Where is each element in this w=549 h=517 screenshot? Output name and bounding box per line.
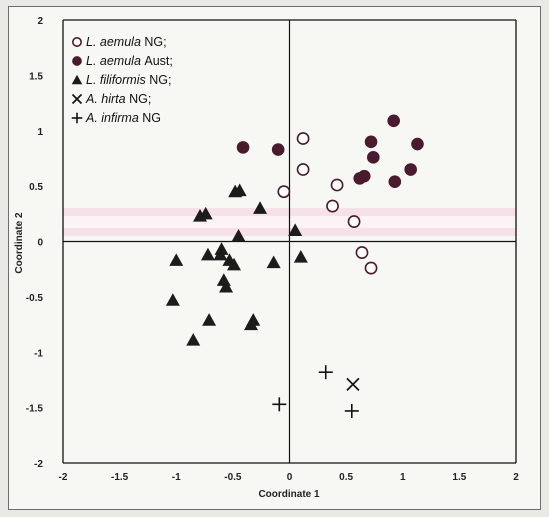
data-point-filled-circle: [236, 141, 250, 154]
data-point-filled-triangle: [266, 255, 281, 269]
data-point-open-circle: [347, 215, 361, 228]
data-point-open-circle: [326, 199, 339, 213]
y-tick-label: 1.5: [29, 71, 43, 82]
tick-labels: -2 -1.5 -1 -0.5 0 0.5 1 1.5 2 2 1.5 1 0.5 0 -0.5 -1 -1.5…: [26, 16, 519, 483]
legend-entry: A. infirma NG: [85, 111, 161, 125]
y-tick-label: -2: [34, 459, 43, 470]
data-point-open-circle: [296, 132, 310, 145]
y-tick-label: -1: [34, 348, 43, 359]
data-point-filled-triangle: [198, 206, 213, 220]
data-point-plus: [272, 397, 287, 412]
data-point-open-circle: [355, 246, 369, 259]
data-point-filled-triangle: [219, 279, 234, 293]
axes: [62, 19, 517, 464]
data-point-filled-triangle: [202, 313, 217, 326]
data-point-filled-circle: [367, 151, 380, 164]
y-tick-label: -1.5: [26, 404, 44, 415]
data-point-filled-circle: [387, 114, 400, 128]
data-point-filled-circle: [411, 137, 424, 151]
legend-marker-open-circle: [72, 36, 83, 47]
data-point-filled-triangle: [200, 247, 215, 261]
data-point-filled-triangle: [165, 293, 180, 306]
data-point-filled-circle: [404, 163, 417, 176]
y-tick-label: 0.5: [29, 182, 43, 193]
data-point-filled-triangle: [243, 317, 258, 331]
data-point-filled-triangle: [216, 273, 231, 286]
legend-marker-filled-circle: [72, 56, 82, 66]
data-point-x: [346, 377, 360, 391]
data-point-open-circle: [296, 163, 310, 176]
y-tick-label: 1: [37, 127, 43, 138]
x-tick-label: 0: [287, 472, 293, 483]
data-point-filled-triangle: [213, 247, 228, 261]
legend-entry: L. aemula NG;: [86, 35, 167, 49]
data-point-open-circle: [330, 178, 344, 192]
x-tick-label: -1: [172, 472, 181, 483]
legend-marker-x: [71, 93, 83, 105]
data-point-plus: [318, 365, 333, 380]
x-tick-label: 1: [400, 472, 406, 483]
y-axis-label: Coordinate 2: [14, 212, 25, 274]
legend-entry: A. hirta NG;: [85, 92, 151, 106]
x-tick-label: -2: [59, 472, 68, 483]
legend-entry: L. filiformis NG;: [86, 73, 171, 87]
data-point-filled-triangle: [228, 184, 243, 198]
x-tick-label: 2: [513, 472, 519, 483]
data-point-filled-circle: [353, 172, 367, 185]
y-tick-label: 2: [37, 16, 43, 27]
data-points: [165, 114, 424, 418]
data-point-filled-triangle: [293, 250, 308, 263]
data-point-filled-triangle: [231, 228, 246, 242]
data-point-plus: [344, 403, 359, 418]
x-tick-label: -1.5: [111, 472, 129, 483]
x-axis-label: Coordinate 1: [258, 489, 320, 500]
x-tick-label: 0.5: [339, 472, 353, 483]
data-point-filled-triangle: [288, 223, 303, 237]
data-point-filled-triangle: [186, 333, 201, 346]
y-tick-label: 0: [37, 238, 43, 249]
legend-marker-plus: [71, 112, 83, 124]
data-point-filled-circle: [388, 175, 402, 188]
data-point-filled-circle: [364, 135, 378, 149]
legend-entry: L. aemula Aust;: [86, 54, 173, 68]
data-point-filled-circle: [271, 143, 285, 156]
x-tick-label: 1.5: [452, 472, 466, 483]
data-point-filled-triangle: [214, 242, 229, 255]
x-tick-label: -0.5: [224, 472, 242, 483]
data-point-filled-triangle: [227, 257, 242, 271]
legend-marker-filled-triangle: [71, 74, 83, 85]
data-point-open-circle: [364, 261, 378, 275]
data-point-filled-triangle: [169, 253, 184, 266]
legend: L. aemula NG; L. aemula Aust; L. filiformi…: [71, 35, 173, 125]
data-point-open-circle: [277, 185, 291, 199]
y-tick-label: -0.5: [26, 293, 44, 304]
data-point-filled-triangle: [253, 201, 268, 214]
